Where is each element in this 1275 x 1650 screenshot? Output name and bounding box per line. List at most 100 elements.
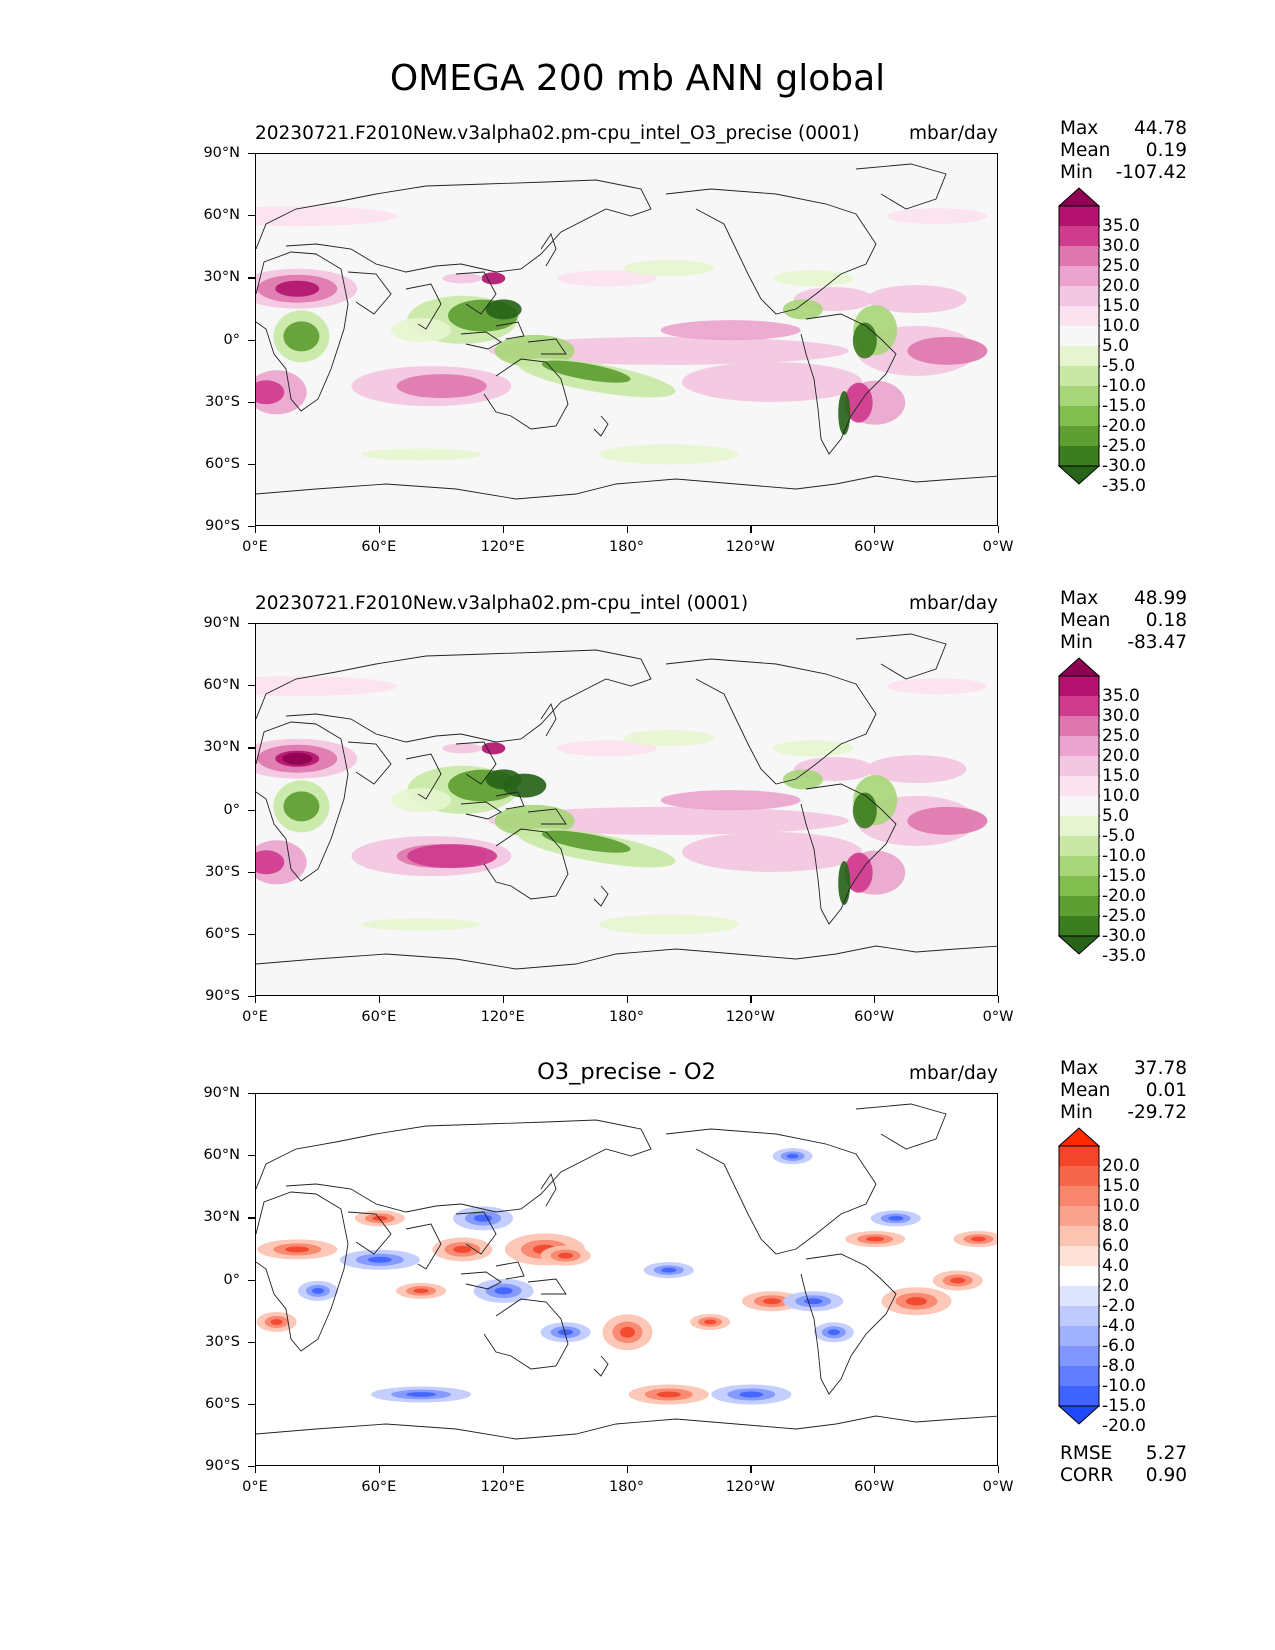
colorbar-extend-min xyxy=(1057,465,1101,485)
colorbar-tick-label: 5.0 xyxy=(1102,336,1130,356)
lon-tick xyxy=(874,996,876,1003)
lon-tick-label: 60°E xyxy=(361,539,397,555)
lat-tick xyxy=(248,339,255,341)
colorbar-tick-label: -10.0 xyxy=(1102,846,1146,866)
lon-tick xyxy=(626,1466,628,1473)
lon-tick xyxy=(998,996,1000,1003)
colorbar-tick-label: 4.0 xyxy=(1102,1256,1130,1276)
colorbar-swatch xyxy=(1059,796,1099,817)
colorbar-tick-label: 10.0 xyxy=(1102,1196,1140,1216)
lon-tick xyxy=(998,526,1000,533)
lat-tick xyxy=(248,1466,255,1468)
lon-tick-label: 0°W xyxy=(982,1479,1014,1495)
colorbar-tick-label: -25.0 xyxy=(1102,906,1146,926)
lon-tick-label: 60°E xyxy=(361,1009,397,1025)
lon-tick-label: 180° xyxy=(609,1009,644,1025)
stats-value: 0.01 xyxy=(1145,1080,1187,1101)
lon-tick-label: 0°W xyxy=(982,539,1014,555)
colorbar-swatch xyxy=(1059,206,1099,227)
colorbar-swatch xyxy=(1059,776,1099,797)
colorbar-tick-label: -4.0 xyxy=(1102,1316,1136,1336)
panel-units: mbar/day xyxy=(909,123,998,144)
lon-tick-label: 180° xyxy=(609,1479,644,1495)
stats-row: Min -29.72 xyxy=(1060,1102,1187,1124)
lon-tick-label: 120°W xyxy=(725,1009,775,1025)
coastlines xyxy=(256,1103,997,1440)
colorbar-swatch xyxy=(1059,366,1099,387)
colorbar-swatch xyxy=(1059,676,1099,697)
stats-label: Min xyxy=(1060,632,1093,653)
stats-value: -83.47 xyxy=(1127,632,1187,653)
stats-row: Mean 0.01 xyxy=(1060,1080,1187,1102)
lat-tick-label: 90°S xyxy=(205,1458,240,1474)
stats-label: Min xyxy=(1060,1102,1093,1123)
colorbar-tick-label: 6.0 xyxy=(1102,1236,1130,1256)
lat-tick-label: 60°N xyxy=(203,677,240,694)
map-panel-2: 20230721.F2010New.v3alpha02.pm-cpu_intel… xyxy=(0,588,1275,1063)
colorbar-swatch xyxy=(1059,246,1099,267)
lon-tick xyxy=(378,526,381,533)
lat-tick xyxy=(248,623,255,625)
lat-tick xyxy=(248,933,255,936)
colorbar-tick-label: 15.0 xyxy=(1102,766,1140,786)
colorbar-swatch xyxy=(1059,1246,1099,1267)
colorbar-tick-label: -15.0 xyxy=(1102,1396,1146,1416)
map-svg xyxy=(256,154,997,525)
lon-tick xyxy=(874,1466,876,1473)
colorbar-tick-label: 15.0 xyxy=(1102,1176,1140,1196)
colorbar-tick-label: 30.0 xyxy=(1102,706,1140,726)
colorbar-tick-label: -8.0 xyxy=(1102,1356,1136,1376)
lon-tick xyxy=(750,526,752,533)
panel-units: mbar/day xyxy=(909,1063,998,1084)
lat-tick xyxy=(248,996,255,998)
lat-tick xyxy=(248,871,255,873)
stats-block: Max 37.78 Mean 0.01 Min -29.72 xyxy=(1060,1058,1187,1124)
map-area xyxy=(255,623,998,996)
colorbar-swatch xyxy=(1059,1346,1099,1367)
lat-tick-label: 60°S xyxy=(205,925,240,942)
colorbar-tick-label: 20.0 xyxy=(1102,276,1140,296)
colorbar-swatch xyxy=(1059,346,1099,367)
lat-tick-label: 60°N xyxy=(203,207,240,224)
lat-tick xyxy=(248,685,255,687)
colorbar-swatch xyxy=(1059,286,1099,307)
lat-tick xyxy=(248,215,255,217)
colorbar-swatch xyxy=(1059,696,1099,717)
lon-tick xyxy=(750,1466,752,1473)
stats-label: Mean xyxy=(1060,1080,1111,1101)
lat-tick xyxy=(248,1403,255,1406)
lat-tick-label: 90°N xyxy=(203,145,240,161)
stats-value: 0.19 xyxy=(1145,140,1187,161)
colorbar xyxy=(1057,1127,1104,1427)
colorbar-swatch xyxy=(1059,306,1099,327)
colorbar-swatch xyxy=(1059,406,1099,427)
colorbar-swatch xyxy=(1059,736,1099,757)
lon-tick xyxy=(998,1466,1000,1473)
lat-tick-label: 60°N xyxy=(203,1147,240,1164)
lat-tick-label: 0° xyxy=(223,331,240,348)
colorbar-extend-max xyxy=(1057,657,1101,677)
lat-tick xyxy=(248,1341,255,1343)
stats-row: Max 37.78 xyxy=(1060,1058,1187,1080)
colorbar xyxy=(1057,657,1104,957)
panel-title: O3_precise - O2 xyxy=(537,1059,716,1085)
lat-tick xyxy=(248,809,255,811)
stats-row: Max 44.78 xyxy=(1060,118,1187,140)
lon-tick-label: 60°W xyxy=(854,1009,895,1025)
lon-tick xyxy=(378,1466,381,1473)
lat-tick-label: 30°S xyxy=(205,393,240,410)
stats-row: Mean 0.19 xyxy=(1060,140,1187,162)
metrics-value: 0.90 xyxy=(1145,1465,1187,1486)
lon-tick xyxy=(874,526,876,533)
colorbar-swatch xyxy=(1059,916,1099,937)
lat-tick xyxy=(248,401,255,403)
lat-tick-label: 90°N xyxy=(203,615,240,631)
coastlines xyxy=(256,633,997,970)
colorbar-swatch xyxy=(1059,716,1099,737)
lon-tick xyxy=(378,996,381,1003)
lon-tick xyxy=(255,1466,257,1473)
stats-label: Mean xyxy=(1060,140,1111,161)
lat-tick-label: 30°S xyxy=(205,863,240,880)
colorbar-tick-label: -2.0 xyxy=(1102,1296,1136,1316)
colorbar-tick-label: -10.0 xyxy=(1102,1376,1146,1396)
